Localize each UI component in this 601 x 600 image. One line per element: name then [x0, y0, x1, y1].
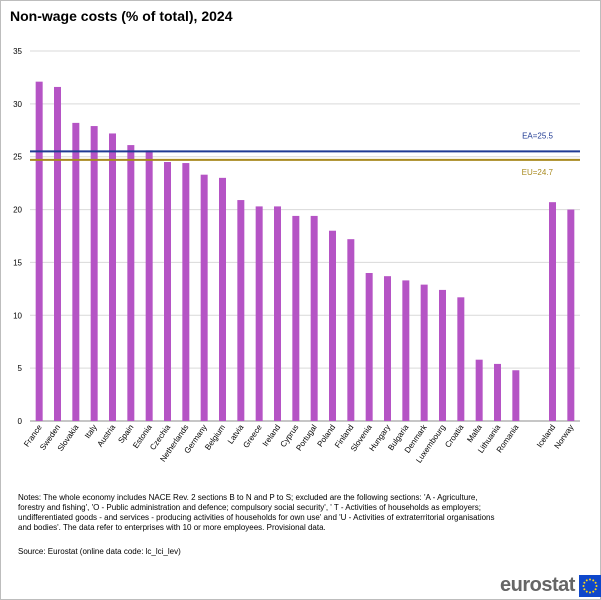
flag-star — [592, 578, 595, 581]
bar-romania — [512, 370, 520, 421]
bar-slovenia — [365, 273, 373, 421]
y-tick-label: 30 — [13, 100, 22, 109]
flag-star — [583, 587, 586, 590]
flag-star — [592, 590, 595, 593]
bar-iceland — [549, 202, 556, 421]
bar-latvia — [237, 200, 245, 421]
eurostat-logo-text: eurostat — [500, 574, 575, 596]
bar-czechia — [164, 162, 171, 421]
chart-notes: Notes: The whole economy includes NACE R… — [18, 493, 495, 532]
y-tick-label: 20 — [13, 206, 22, 215]
y-tick-label: 0 — [18, 417, 23, 426]
bar-croatia — [457, 297, 465, 421]
bar-luxembourg — [439, 289, 446, 421]
bar-finland — [347, 239, 355, 421]
bar-austria — [109, 133, 116, 421]
eurostat-logo: eurostat — [500, 574, 601, 597]
bar-sweden — [54, 86, 61, 421]
eu-flag-icon — [578, 574, 601, 597]
y-tick-label: 15 — [13, 258, 22, 267]
x-tick-label: Greece — [241, 423, 264, 450]
bar-hungary — [384, 276, 391, 421]
bar-estonia — [145, 150, 153, 421]
bar-italy — [90, 126, 98, 422]
x-tick-label: Croatia — [443, 423, 465, 450]
bar-belgium — [219, 177, 226, 421]
flag-star — [594, 587, 597, 590]
bar-greece — [255, 206, 263, 421]
flag-star — [583, 581, 586, 584]
bar-netherlands — [182, 163, 190, 422]
reference-label-ea: EA=25.5 — [522, 131, 553, 140]
bar-slovakia — [72, 122, 80, 421]
bar-denmark — [420, 284, 428, 421]
y-tick-label: 35 — [13, 47, 22, 56]
bar-cyprus — [292, 215, 300, 421]
flag-star — [588, 578, 591, 580]
flag-star — [585, 590, 588, 593]
bar-bulgaria — [402, 280, 410, 421]
chart-source: Source: Eurostat (online data code: lc_l… — [18, 547, 181, 556]
x-tick-label: Italy — [83, 423, 99, 440]
y-tick-label: 25 — [13, 153, 22, 162]
x-tick-label: Austria — [95, 423, 117, 449]
y-tick-label: 5 — [18, 364, 23, 373]
chart-title: Non-wage costs (% of total), 2024 — [10, 8, 233, 24]
flag-star — [594, 581, 597, 584]
bar-lithuania — [494, 363, 501, 421]
y-tick-label: 10 — [13, 311, 22, 320]
x-tick-label: Norway — [553, 423, 576, 450]
bar-germany — [200, 174, 208, 421]
bar-spain — [127, 145, 135, 422]
bar-malta — [475, 359, 483, 421]
flag-star — [585, 578, 588, 581]
bar-france — [35, 81, 43, 422]
bar-norway — [567, 209, 575, 421]
flag-star — [588, 591, 591, 593]
bar-ireland — [274, 206, 281, 421]
flag-star — [595, 584, 598, 587]
bar-poland — [329, 230, 336, 421]
bar-portugal — [310, 215, 318, 421]
reference-label-eu: EU=24.7 — [522, 168, 554, 177]
flag-star — [582, 584, 585, 587]
